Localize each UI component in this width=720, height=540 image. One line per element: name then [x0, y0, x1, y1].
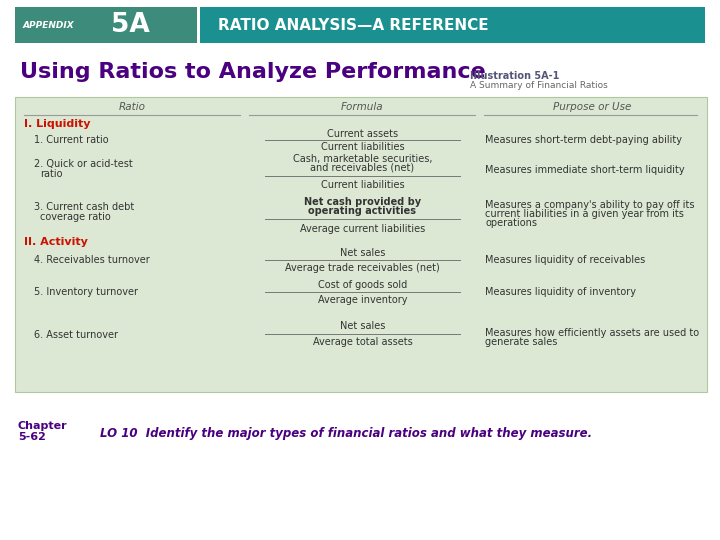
Text: Average trade receivables (net): Average trade receivables (net)	[285, 263, 440, 273]
Text: Measures short-term debt-paying ability: Measures short-term debt-paying ability	[485, 135, 682, 145]
Text: Current assets: Current assets	[327, 129, 398, 139]
Bar	[15, 97, 707, 392]
Text: Net cash provided by: Net cash provided by	[304, 197, 421, 207]
Text: Current liabilities: Current liabilities	[320, 180, 405, 190]
Text: 5. Inventory turnover: 5. Inventory turnover	[34, 287, 138, 297]
Text: Formula: Formula	[341, 102, 384, 112]
Text: operations: operations	[485, 218, 537, 228]
Text: Measures how efficiently assets are used to: Measures how efficiently assets are used…	[485, 328, 699, 338]
Text: LO 10  Identify the major types of financial ratios and what they measure.: LO 10 Identify the major types of financ…	[100, 427, 592, 440]
Text: 5-62: 5-62	[18, 432, 46, 442]
Text: A Summary of Financial Ratios: A Summary of Financial Ratios	[470, 80, 608, 90]
Text: current liabilities in a given year from its: current liabilities in a given year from…	[485, 209, 684, 219]
Text: Measures liquidity of receivables: Measures liquidity of receivables	[485, 255, 645, 265]
Text: 2. Quick or acid-test: 2. Quick or acid-test	[34, 159, 132, 169]
Text: and receivables (net): and receivables (net)	[310, 163, 415, 173]
Text: I. Liquidity: I. Liquidity	[24, 119, 91, 129]
Text: Net sales: Net sales	[340, 321, 385, 331]
Text: Purpose or Use: Purpose or Use	[553, 102, 631, 112]
Text: Average current liabilities: Average current liabilities	[300, 224, 425, 234]
Text: Ratio: Ratio	[119, 102, 146, 112]
Text: 3. Current cash debt: 3. Current cash debt	[34, 202, 134, 212]
Text: 6. Asset turnover: 6. Asset turnover	[34, 330, 118, 340]
Text: II. Activity: II. Activity	[24, 237, 88, 247]
Text: Net sales: Net sales	[340, 248, 385, 258]
Text: Current liabilities: Current liabilities	[320, 142, 405, 152]
Text: generate sales: generate sales	[485, 337, 557, 347]
Bar	[15, 7, 197, 43]
Text: coverage ratio: coverage ratio	[40, 212, 111, 222]
Text: operating activities: operating activities	[308, 206, 416, 216]
Text: Average total assets: Average total assets	[312, 337, 413, 347]
Text: Average inventory: Average inventory	[318, 295, 408, 305]
Bar	[200, 7, 705, 43]
Text: Cash, marketable securities,: Cash, marketable securities,	[293, 154, 432, 164]
Text: Cost of goods sold: Cost of goods sold	[318, 280, 407, 290]
Text: Illustration 5A-1: Illustration 5A-1	[470, 71, 559, 81]
Text: RATIO ANALYSIS—A REFERENCE: RATIO ANALYSIS—A REFERENCE	[218, 17, 489, 32]
Text: APPENDIX: APPENDIX	[23, 21, 75, 30]
Text: Using Ratios to Analyze Performance: Using Ratios to Analyze Performance	[20, 62, 486, 82]
Text: ratio: ratio	[40, 169, 63, 179]
Text: Chapter: Chapter	[18, 421, 68, 431]
Text: Measures a company's ability to pay off its: Measures a company's ability to pay off …	[485, 200, 695, 210]
Text: 4. Receivables turnover: 4. Receivables turnover	[34, 255, 150, 265]
Text: Measures immediate short-term liquidity: Measures immediate short-term liquidity	[485, 165, 685, 175]
Text: 5A: 5A	[111, 12, 149, 38]
Text: Measures liquidity of inventory: Measures liquidity of inventory	[485, 287, 636, 297]
Text: 1. Current ratio: 1. Current ratio	[34, 135, 109, 145]
